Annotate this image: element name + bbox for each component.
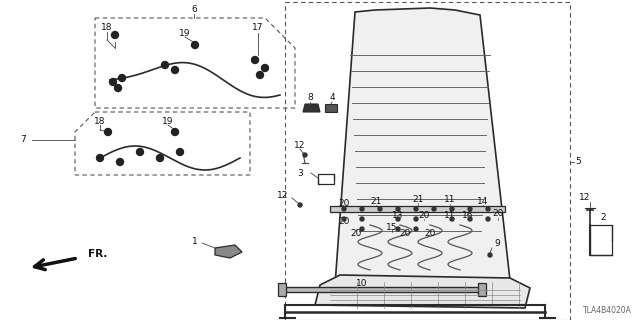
Text: 2: 2 [600,212,606,221]
Text: 9: 9 [494,239,500,249]
Circle shape [342,207,346,211]
Circle shape [414,217,418,221]
Text: 20: 20 [492,210,504,219]
Circle shape [378,207,382,211]
Polygon shape [303,104,320,112]
Circle shape [157,155,163,162]
Circle shape [414,227,418,231]
Text: 19: 19 [163,116,173,125]
Circle shape [109,78,116,85]
Text: 13: 13 [392,211,404,220]
Text: 5: 5 [575,157,581,166]
Circle shape [468,207,472,211]
Text: 15: 15 [387,223,397,233]
Circle shape [396,227,400,231]
Text: 18: 18 [94,116,106,125]
Circle shape [257,71,264,78]
Text: 20: 20 [339,199,349,209]
Text: 20: 20 [424,228,436,237]
Bar [278,283,286,296]
Circle shape [488,253,492,257]
Text: 4: 4 [329,93,335,102]
Circle shape [161,61,168,68]
Circle shape [486,207,490,211]
Text: 20: 20 [419,211,429,220]
Circle shape [97,155,104,162]
Text: 20: 20 [350,228,362,237]
Bar [325,104,337,112]
Circle shape [360,217,364,221]
Circle shape [116,158,124,165]
Bar [590,225,612,255]
Circle shape [414,207,418,211]
Circle shape [115,84,122,92]
Bar [318,174,334,184]
Circle shape [172,129,179,135]
Text: 11: 11 [444,211,456,220]
Circle shape [136,148,143,156]
Text: 8: 8 [307,93,313,102]
Bar [285,2,570,320]
Text: 21: 21 [371,196,381,205]
Bar [478,283,486,296]
Text: 3: 3 [297,169,303,178]
Text: TLA4B4020A: TLA4B4020A [583,306,632,315]
Circle shape [360,227,364,231]
Circle shape [111,31,118,38]
Circle shape [252,57,259,63]
Bar [330,206,505,212]
Polygon shape [315,275,530,308]
Text: 7: 7 [20,135,26,145]
Circle shape [104,129,111,135]
Circle shape [396,217,400,221]
Circle shape [298,203,302,207]
Text: 20: 20 [399,228,411,237]
Circle shape [360,207,364,211]
Text: 10: 10 [356,278,368,287]
Text: 12: 12 [579,194,591,203]
Circle shape [118,75,125,82]
Text: 20: 20 [339,218,349,227]
Circle shape [342,217,346,221]
Circle shape [191,42,198,49]
Text: 16: 16 [462,211,474,220]
Text: 18: 18 [101,23,113,33]
Circle shape [450,217,454,221]
Text: FR.: FR. [88,249,108,259]
Circle shape [450,207,454,211]
Circle shape [396,207,400,211]
Polygon shape [215,245,242,258]
Text: 14: 14 [477,196,489,205]
Text: 19: 19 [179,28,191,37]
Polygon shape [335,8,510,295]
Circle shape [486,217,490,221]
Bar [280,287,480,292]
Text: 21: 21 [412,195,424,204]
Text: 1: 1 [192,236,198,245]
Text: 12: 12 [294,140,306,149]
Circle shape [262,65,269,71]
Circle shape [177,148,184,156]
Text: 12: 12 [277,191,289,201]
Circle shape [468,217,472,221]
Circle shape [303,153,307,157]
Text: 17: 17 [252,23,264,33]
Text: 11: 11 [444,196,456,204]
Text: 6: 6 [191,4,197,13]
Circle shape [172,67,179,74]
Circle shape [432,207,436,211]
